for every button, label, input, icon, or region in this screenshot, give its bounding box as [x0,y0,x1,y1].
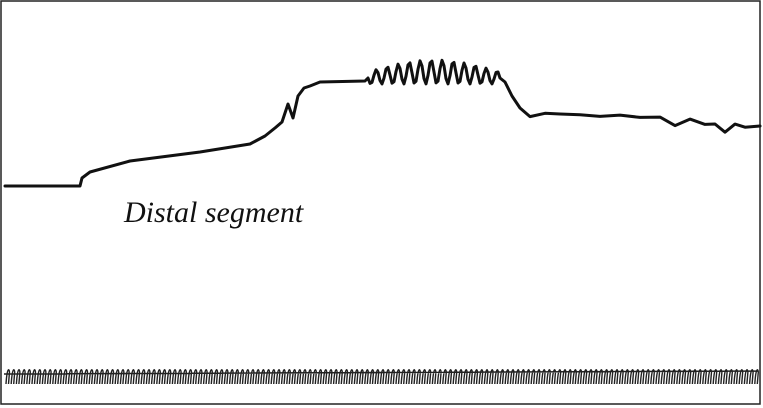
trace-label: Distal segment [123,196,304,229]
recording-trace [3,58,762,188]
time-marks [3,369,760,385]
